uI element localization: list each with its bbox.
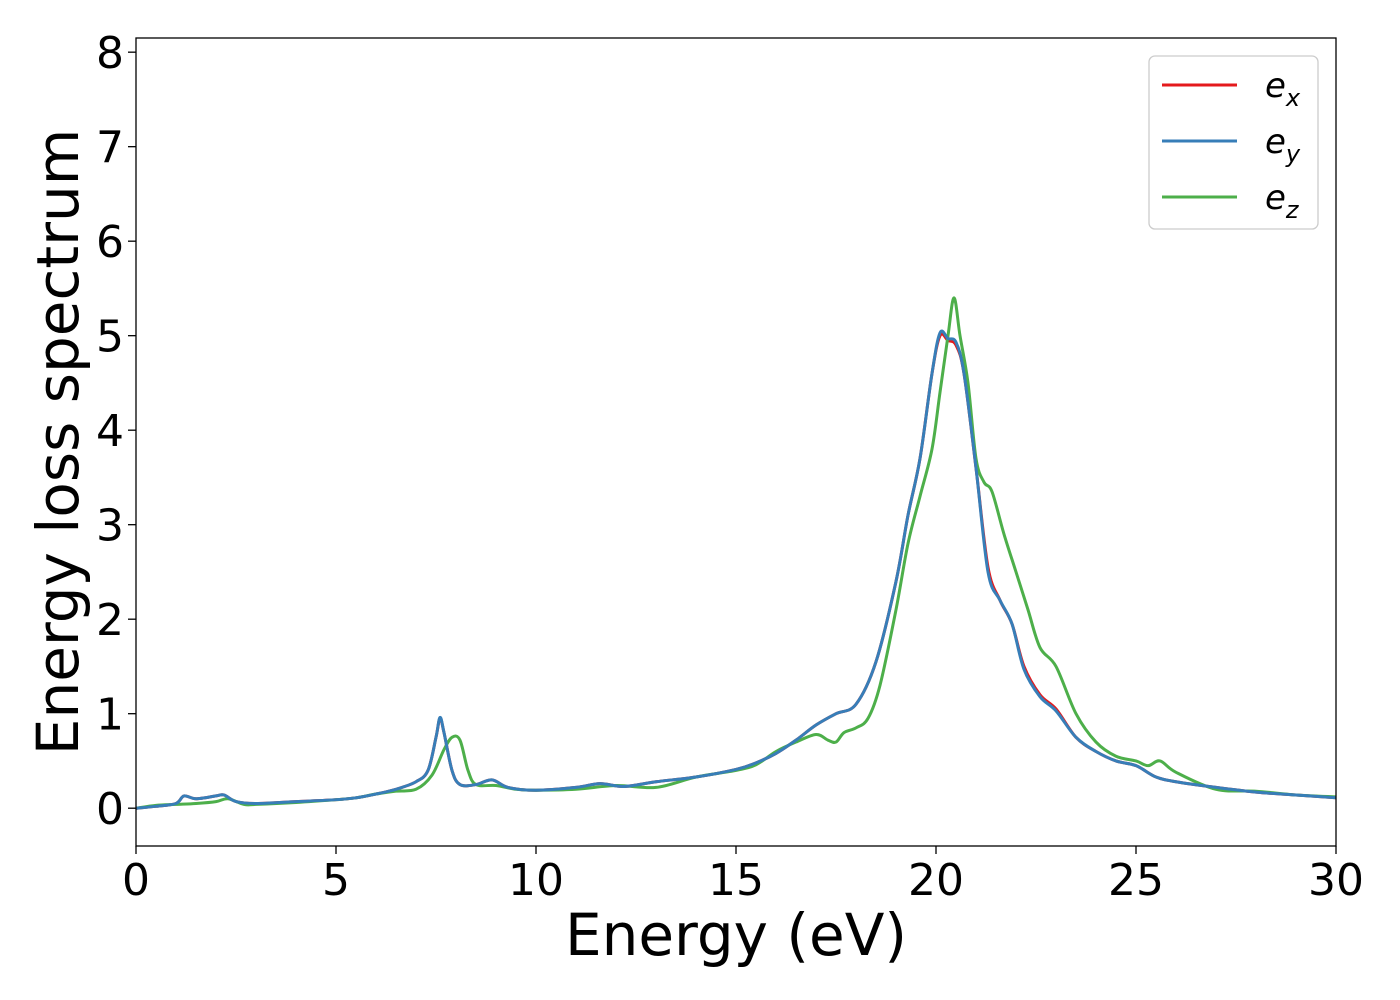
legend-label-main: e [1265, 66, 1286, 106]
legend-label-ey: ey [1265, 122, 1301, 168]
x-tick-label: 15 [708, 855, 764, 906]
legend-label-sub: x [1285, 84, 1301, 112]
series-line-ey [136, 329, 1336, 810]
legend-label-ex: ex [1265, 66, 1301, 112]
y-tick-label: 3 [96, 501, 124, 552]
x-tick-label: 10 [508, 855, 564, 906]
y-tick-label: 7 [96, 123, 124, 174]
y-tick-label: 2 [96, 595, 124, 646]
legend-label-main: e [1265, 122, 1286, 162]
x-axis-ticks: 0 5 10 15 20 25 30 [122, 846, 1364, 906]
y-tick-label: 8 [96, 28, 124, 79]
y-tick-label: 1 [96, 690, 124, 741]
x-tick-label: 25 [1108, 855, 1164, 906]
y-tick-label: 4 [96, 406, 124, 457]
x-axis-label: Energy (eV) [565, 901, 907, 969]
series-line-ex [136, 332, 1336, 810]
y-tick-label: 0 [96, 784, 124, 835]
legend-label-main: e [1265, 178, 1286, 218]
y-axis-ticks: 0 1 2 3 4 5 6 7 8 [96, 28, 136, 835]
legend-label-sub: y [1285, 140, 1301, 168]
y-tick-label: 6 [96, 217, 124, 268]
x-tick-label: 0 [122, 855, 150, 906]
legend-label-ez: ez [1265, 178, 1300, 224]
y-tick-label: 5 [96, 312, 124, 363]
y-axis-label: Energy loss spectrum [24, 129, 92, 755]
x-tick-label: 5 [322, 855, 350, 906]
series-line-ez [136, 296, 1336, 810]
x-tick-label: 20 [908, 855, 964, 906]
legend-label-sub: z [1285, 196, 1300, 224]
x-tick-label: 30 [1308, 855, 1364, 906]
